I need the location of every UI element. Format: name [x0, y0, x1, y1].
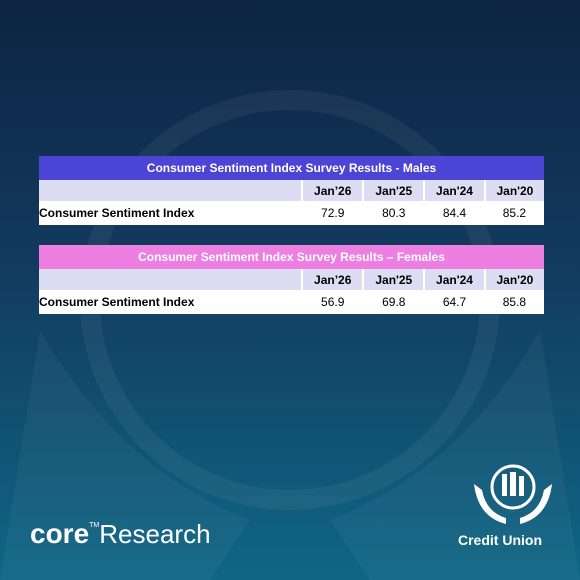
column-header: Jan'20 [483, 180, 544, 201]
cell-value: 80.3 [363, 201, 425, 225]
header-blank [39, 180, 302, 201]
females-table: Consumer Sentiment Index Survey Results … [39, 245, 544, 314]
header-row: Jan’26 Jan'25 Jan'24 Jan'20 [39, 180, 544, 201]
column-header: Jan'24 [423, 269, 485, 290]
males-table: Consumer Sentiment Index Survey Results … [39, 156, 544, 225]
column-header: Jan'25 [362, 269, 425, 290]
cell-value: 85.8 [484, 290, 544, 314]
column-header: Jan'25 [362, 180, 425, 201]
research: Research [99, 519, 211, 549]
cell-value: 84.4 [424, 201, 485, 225]
core-research-logo: coreTMResearch [30, 518, 211, 550]
cell-value: 56.9 [302, 290, 364, 314]
table-title: Consumer Sentiment Index Survey Results … [39, 156, 544, 180]
row-label: Consumer Sentiment Index [39, 201, 302, 225]
trademark: TM [89, 522, 100, 529]
column-header: Jan’26 [300, 180, 364, 201]
title-row: Consumer Sentiment Index Survey Results … [39, 156, 544, 180]
credit-union: Credit Union [458, 532, 542, 548]
column-header: Jan’26 [300, 269, 364, 290]
column-header: Jan'20 [483, 269, 544, 290]
cell-value: 85.2 [484, 201, 544, 225]
column-header: Jan'24 [423, 180, 485, 201]
cell-value: 72.9 [302, 201, 364, 225]
table-title: Consumer Sentiment Index Survey Results … [39, 245, 544, 269]
cell-value: 64.7 [424, 290, 485, 314]
header-row: Jan’26 Jan'25 Jan'24 Jan'20 [39, 269, 544, 290]
data-row: Consumer Sentiment Index 56.9 69.8 64.7 85.8 [39, 290, 544, 314]
title-row: Consumer Sentiment Index Survey Results … [39, 245, 544, 269]
cell-value: 69.8 [363, 290, 425, 314]
data-row: Consumer Sentiment Index 72.9 80.3 84.4 85.2 [39, 201, 544, 225]
row-label: Consumer Sentiment Index [39, 290, 302, 314]
core: core [30, 518, 90, 549]
credit-union-emblem [474, 464, 552, 524]
header-blank [39, 269, 302, 290]
